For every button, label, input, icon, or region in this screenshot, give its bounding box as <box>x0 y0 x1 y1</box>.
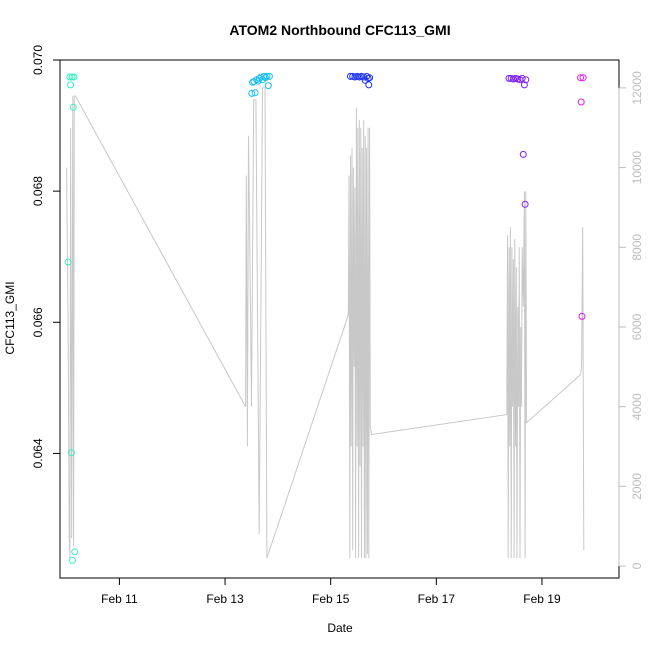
data-point <box>518 74 526 82</box>
data-point <box>521 200 529 208</box>
data-point <box>577 74 584 82</box>
x-tick-label: Feb 13 <box>206 592 244 606</box>
right-y-tick-label: 2000 <box>630 473 644 500</box>
data-point <box>522 76 530 84</box>
data-point <box>265 72 273 80</box>
data-point <box>519 150 527 158</box>
y-tick-label: 0.070 <box>31 45 45 75</box>
data-point <box>347 72 354 80</box>
data-point <box>251 89 259 97</box>
y-tick-label: 0.066 <box>31 307 45 337</box>
data-point <box>248 89 256 97</box>
right-y-tick-label: 12000 <box>630 71 644 105</box>
data-point <box>577 98 585 106</box>
data-point <box>69 556 76 564</box>
data-point <box>67 81 75 89</box>
x-axis: Feb 11 Feb 13 Feb 15 Feb 17 Feb 19 <box>101 577 561 606</box>
data-point <box>71 548 79 556</box>
data-point <box>365 81 373 89</box>
y-tick-label: 0.064 <box>31 438 45 468</box>
data-point <box>263 72 271 80</box>
x-tick-label: Feb 17 <box>418 592 456 606</box>
data-point <box>366 74 374 82</box>
x-tick-label: Feb 15 <box>312 592 350 606</box>
data-point <box>70 73 78 81</box>
data-point <box>578 312 586 320</box>
data-point <box>69 103 77 111</box>
right-y-tick-label: 8000 <box>630 234 644 261</box>
x-axis-label: Date <box>327 621 353 635</box>
right-y-tick-label: 0 <box>630 562 644 569</box>
right-y-tick-label: 10000 <box>630 151 644 185</box>
y-axis: 0.064 0.066 0.068 0.070 <box>31 45 61 468</box>
altitude-line <box>66 87 585 559</box>
y-axis-label: CFC113_GMI <box>3 281 17 354</box>
right-y-axis: 0 2000 4000 6000 8000 10000 12000 <box>618 71 644 569</box>
data-point <box>64 258 72 266</box>
data-point <box>66 73 74 81</box>
points-layer <box>64 72 587 564</box>
x-tick-label: Feb 11 <box>101 592 138 606</box>
altitude-layer <box>66 87 585 559</box>
y-tick-label: 0.068 <box>31 176 45 206</box>
data-point <box>67 449 75 457</box>
data-point <box>579 74 587 82</box>
data-point <box>261 74 269 82</box>
right-y-tick-label: 4000 <box>630 393 644 420</box>
data-point <box>264 82 272 90</box>
right-y-tick-label: 6000 <box>630 313 644 340</box>
x-tick-label: Feb 19 <box>523 592 561 606</box>
chart-title: ATOM2 Northbound CFC113_GMI <box>229 22 450 38</box>
data-point <box>520 81 528 89</box>
data-point <box>505 74 513 82</box>
